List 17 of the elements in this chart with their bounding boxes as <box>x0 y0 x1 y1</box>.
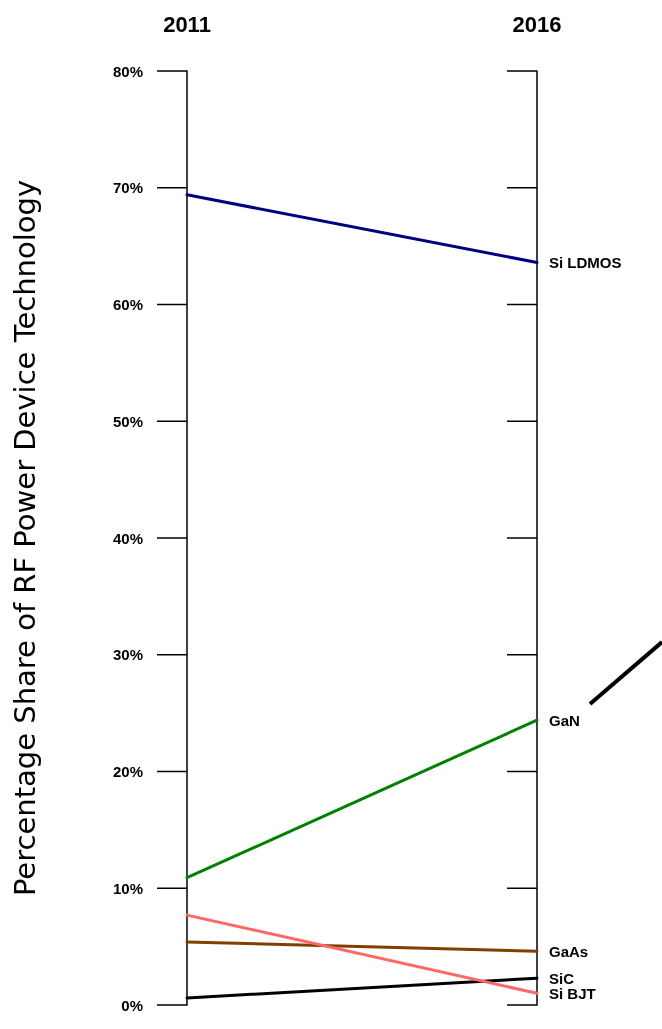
y-tick-label: 60% <box>112 296 143 313</box>
y-tick-label: 30% <box>112 646 143 664</box>
series-label: SiC <box>549 969 575 987</box>
y-tick-label: 50% <box>112 412 143 430</box>
series-label: Si LDMOS <box>549 253 622 271</box>
y-tick-label: 80% <box>112 62 143 80</box>
y-axis-title: Percentage Share of RF Power Device Technology <box>7 179 42 897</box>
series-label: GaN <box>549 711 580 729</box>
y-tick-label: 40% <box>112 529 143 547</box>
series-label: GaAs <box>549 942 589 960</box>
y-tick-label: 20% <box>112 763 143 780</box>
x-tick-label: 2011 <box>163 11 211 37</box>
y-tick-label: 10% <box>112 879 143 897</box>
x-tick-label: 2016 <box>512 11 562 37</box>
y-tick-label: 0% <box>121 996 143 1014</box>
series-label: Si BJT <box>549 984 596 1002</box>
y-tick-label: 70% <box>112 179 143 197</box>
